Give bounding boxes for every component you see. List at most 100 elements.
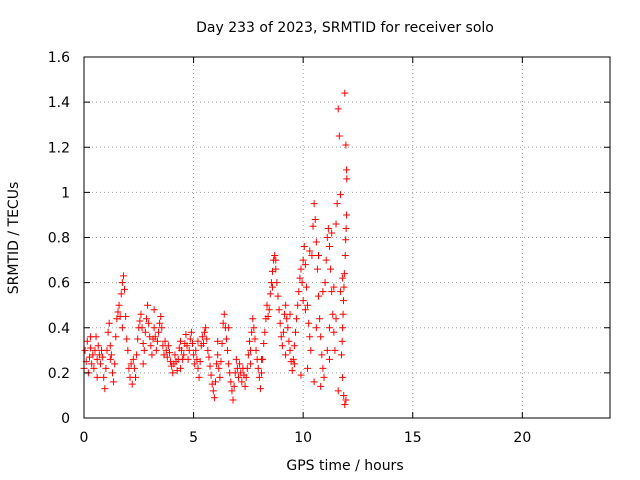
data-point xyxy=(238,378,246,386)
y-tick-label: 1.6 xyxy=(48,50,70,66)
data-point xyxy=(279,328,287,336)
grid-layer xyxy=(84,57,610,418)
y-tick-label: 0.6 xyxy=(48,276,70,292)
x-tick-label: 5 xyxy=(189,430,198,446)
data-point xyxy=(217,358,225,366)
data-point xyxy=(81,346,89,354)
data-point xyxy=(320,373,328,381)
data-point xyxy=(305,319,313,327)
data-point xyxy=(140,346,148,354)
data-point xyxy=(117,290,125,298)
data-point xyxy=(118,324,126,332)
data-point xyxy=(277,333,285,341)
data-point xyxy=(118,279,126,287)
data-point xyxy=(310,200,318,208)
data-point xyxy=(315,252,323,260)
data-point xyxy=(165,349,173,357)
data-point xyxy=(261,328,269,336)
data-point xyxy=(176,364,184,372)
data-point xyxy=(163,353,171,361)
data-point xyxy=(312,238,320,246)
data-point xyxy=(155,328,163,336)
data-point xyxy=(334,105,342,113)
data-point xyxy=(127,360,135,368)
data-point xyxy=(122,312,130,320)
data-point xyxy=(271,252,279,260)
data-point xyxy=(169,369,177,377)
data-point xyxy=(130,364,138,372)
y-tick-label: 0.8 xyxy=(48,231,70,247)
x-axis-label: GPS time / hours xyxy=(286,458,403,474)
data-point xyxy=(241,382,249,390)
data-point xyxy=(235,373,243,381)
data-point xyxy=(272,265,280,273)
data-point xyxy=(254,364,262,372)
data-point xyxy=(184,355,192,363)
data-point xyxy=(180,351,188,359)
data-points-layer xyxy=(80,89,351,408)
y-tick-label: 0.4 xyxy=(48,321,70,337)
data-point xyxy=(252,346,260,354)
data-point xyxy=(342,236,350,244)
data-point xyxy=(199,340,207,348)
data-point xyxy=(215,364,223,372)
x-tick-label: 10 xyxy=(294,430,312,446)
data-point xyxy=(161,337,169,345)
data-point xyxy=(306,333,314,341)
data-point xyxy=(308,252,316,260)
data-point xyxy=(150,324,158,332)
y-tick-label: 1.4 xyxy=(48,95,70,111)
data-point xyxy=(218,340,226,348)
data-point xyxy=(83,337,91,345)
data-point xyxy=(285,337,293,345)
data-point xyxy=(283,315,291,323)
data-point xyxy=(321,279,329,287)
data-point xyxy=(341,89,349,97)
data-point xyxy=(317,333,325,341)
data-point xyxy=(230,382,238,390)
data-point xyxy=(340,391,348,399)
data-point xyxy=(288,367,296,375)
data-point xyxy=(330,283,338,291)
data-point xyxy=(265,306,273,314)
data-point xyxy=(304,364,312,372)
y-tick-label: 1.2 xyxy=(48,140,70,156)
data-point xyxy=(91,346,99,354)
data-point xyxy=(110,378,118,386)
data-point xyxy=(294,301,302,309)
x-tick-label: 20 xyxy=(513,430,531,446)
data-point xyxy=(236,360,244,368)
data-point xyxy=(273,279,281,287)
data-point xyxy=(242,373,250,381)
data-point xyxy=(210,394,218,402)
data-point xyxy=(272,256,280,264)
data-point xyxy=(334,387,342,395)
data-point xyxy=(89,351,97,359)
axis-ticks-layer: 0 5 10 15 20 0 0.2 0.4 0.6 0.8 1 1.2 1.4 1.6 xyxy=(48,50,610,446)
data-point xyxy=(134,335,142,343)
data-point xyxy=(264,312,272,320)
data-point xyxy=(335,132,343,140)
data-point xyxy=(186,335,194,343)
data-point xyxy=(327,265,335,273)
data-point xyxy=(263,301,271,309)
data-point xyxy=(343,211,351,219)
data-point xyxy=(297,265,305,273)
data-point xyxy=(297,371,305,379)
data-point xyxy=(229,396,237,404)
data-point xyxy=(336,288,344,296)
data-point xyxy=(128,380,136,388)
data-point xyxy=(152,346,160,354)
data-point xyxy=(114,308,122,316)
data-point xyxy=(196,358,204,366)
data-point xyxy=(282,301,290,309)
data-point xyxy=(207,371,215,379)
data-point xyxy=(249,315,257,323)
data-point xyxy=(103,346,111,354)
data-point xyxy=(96,360,104,368)
data-point xyxy=(212,378,219,386)
data-point xyxy=(133,351,141,359)
data-point xyxy=(171,351,179,359)
data-point xyxy=(225,324,233,332)
y-tick-label: 0 xyxy=(61,411,70,427)
